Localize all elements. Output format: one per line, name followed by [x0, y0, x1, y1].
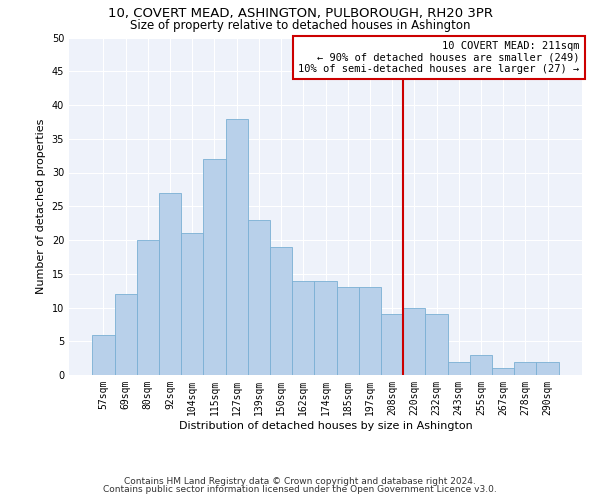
Bar	[292, 280, 314, 375]
Text: 10 COVERT MEAD: 211sqm
← 90% of detached houses are smaller (249)
10% of semi-de: 10 COVERT MEAD: 211sqm ← 90% of detached…	[298, 41, 580, 74]
Bar	[159, 192, 181, 375]
Bar	[137, 240, 159, 375]
Bar	[314, 280, 337, 375]
Bar	[115, 294, 137, 375]
Bar	[359, 287, 381, 375]
Bar	[337, 287, 359, 375]
Text: 10, COVERT MEAD, ASHINGTON, PULBOROUGH, RH20 3PR: 10, COVERT MEAD, ASHINGTON, PULBOROUGH, …	[107, 8, 493, 20]
Bar	[226, 118, 248, 375]
Y-axis label: Number of detached properties: Number of detached properties	[36, 118, 46, 294]
X-axis label: Distribution of detached houses by size in Ashington: Distribution of detached houses by size …	[179, 420, 472, 430]
Bar	[470, 355, 492, 375]
Bar	[403, 308, 425, 375]
Bar	[514, 362, 536, 375]
Bar	[492, 368, 514, 375]
Bar	[92, 334, 115, 375]
Bar	[448, 362, 470, 375]
Bar	[425, 314, 448, 375]
Bar	[203, 159, 226, 375]
Bar	[270, 246, 292, 375]
Text: Size of property relative to detached houses in Ashington: Size of property relative to detached ho…	[130, 18, 470, 32]
Text: Contains public sector information licensed under the Open Government Licence v3: Contains public sector information licen…	[103, 485, 497, 494]
Bar	[536, 362, 559, 375]
Bar	[248, 220, 270, 375]
Bar	[381, 314, 403, 375]
Bar	[181, 233, 203, 375]
Text: Contains HM Land Registry data © Crown copyright and database right 2024.: Contains HM Land Registry data © Crown c…	[124, 477, 476, 486]
